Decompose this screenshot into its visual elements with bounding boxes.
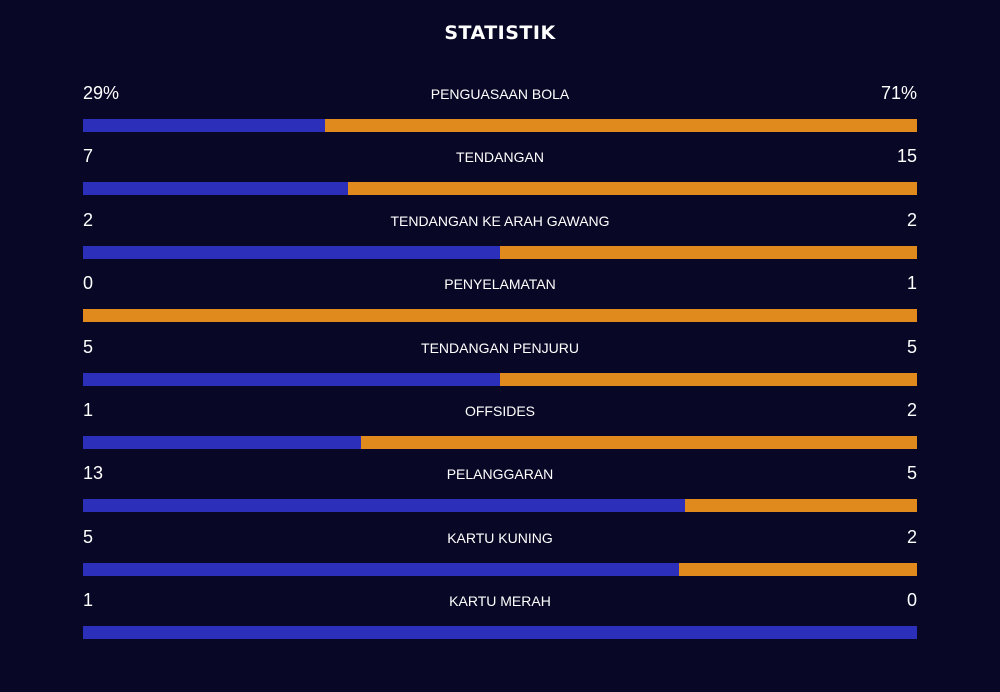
away-value: 15	[896, 146, 917, 167]
home-value: 29%	[83, 83, 120, 103]
away-value: 2	[906, 209, 917, 230]
away-value: 2	[906, 526, 917, 547]
away-bar-fill	[685, 499, 917, 513]
away-bar-fill	[500, 245, 917, 259]
stat-row-yellow-cards: 5 KARTU KUNING 2	[83, 522, 917, 585]
stat-row-shots: 7 TENDANGAN 15	[83, 141, 917, 204]
stat-label: PENGUASAAN BOLA	[430, 86, 570, 102]
stat-label: KARTU MERAH	[449, 593, 551, 610]
home-bar-fill	[83, 626, 917, 640]
stat-label: TENDANGAN KE ARAH GAWANG	[390, 212, 610, 229]
comparison-bar	[83, 119, 917, 132]
home-bar-fill	[83, 562, 679, 576]
stat-label: TENDANGAN	[456, 149, 544, 166]
stat-label: KARTU KUNING	[447, 529, 553, 546]
stat-label: TENDANGAN PENJURU	[421, 339, 579, 356]
stat-row-red-cards: 1 KARTU MERAH 0	[83, 585, 917, 648]
home-value: 0	[83, 273, 94, 294]
stat-row-ball-possession: 29% PENGUASAAN BOLA 71%	[83, 78, 917, 141]
stat-row-corners: 5 TENDANGAN PENJURU 5	[83, 332, 917, 395]
home-bar-fill	[83, 182, 349, 196]
away-value: 5	[906, 336, 917, 357]
statistics-title: STATISTIK	[444, 22, 556, 44]
stat-row-fouls: 13 PELANGGARAN 5	[83, 458, 917, 521]
home-bar-fill	[83, 119, 325, 132]
home-bar-fill	[83, 245, 500, 259]
home-value: 13	[83, 463, 104, 484]
away-bar-fill	[500, 372, 917, 386]
comparison-bar	[83, 499, 917, 513]
away-value: 0	[906, 590, 917, 611]
away-value: 1	[906, 273, 917, 294]
away-bar-fill	[678, 562, 917, 576]
comparison-bar	[83, 245, 917, 259]
stat-row-offsides: 1 OFFSIDES 2	[83, 395, 917, 458]
home-bar-fill	[83, 499, 686, 513]
away-bar-fill	[83, 309, 917, 323]
comparison-bar	[83, 562, 917, 576]
away-bar-fill	[360, 435, 917, 449]
stat-label: PELANGGARAN	[446, 466, 554, 483]
comparison-bar	[83, 182, 917, 196]
home-bar-fill	[83, 372, 500, 386]
home-bar-fill	[83, 435, 361, 449]
stat-row-saves: 0 PENYELAMATAN 1	[83, 268, 917, 331]
stat-label: PENYELAMATAN	[444, 276, 556, 293]
away-bar-fill	[324, 119, 917, 132]
home-value: 1	[83, 399, 94, 420]
home-value: 1	[83, 590, 94, 611]
comparison-bar	[83, 435, 917, 449]
away-bar-fill	[348, 182, 917, 196]
away-value: 5	[906, 463, 917, 484]
away-value: 2	[906, 399, 917, 420]
comparison-bar	[83, 372, 917, 386]
home-value: 5	[83, 336, 94, 357]
home-value: 7	[83, 146, 94, 167]
stat-row-shots-on-target: 2 TENDANGAN KE ARAH GAWANG 2	[83, 205, 917, 268]
comparison-bar	[83, 309, 917, 323]
home-value: 2	[83, 209, 94, 230]
away-value: 71%	[880, 83, 917, 103]
stats-list: 29% PENGUASAAN BOLA 71% 7 TENDANGAN 15	[83, 78, 917, 649]
home-value: 5	[83, 526, 94, 547]
stat-label: OFFSIDES	[464, 402, 535, 419]
comparison-bar	[83, 626, 917, 640]
